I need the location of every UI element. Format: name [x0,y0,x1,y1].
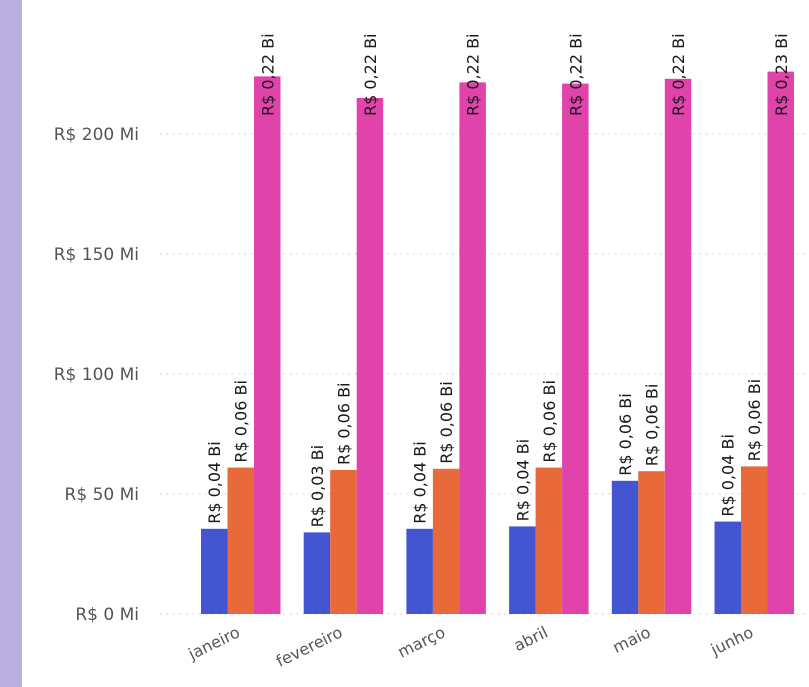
data-label: R$ 0,04 Bi [513,439,532,522]
x-axis-categories: janeiro fevereiro março abril maio junho [184,623,756,671]
x-category-label: junho [707,623,756,660]
y-axis-ticks: R$ 0 Mi R$ 50 Mi R$ 100 Mi R$ 150 Mi R$ 200 … [54,125,139,625]
bar [406,528,433,614]
bar [535,467,563,614]
x-category-label: abril [511,623,551,656]
data-label: R$ 0,04 Bi [719,434,738,517]
bar [664,78,692,615]
data-label: R$ 0,03 Bi [308,445,327,528]
bar [562,83,589,615]
bar [303,532,331,614]
y-tick-label: R$ 150 Mi [54,245,139,265]
gridlines [160,133,809,615]
data-label: R$ 0,06 Bi [745,379,764,462]
data-label: R$ 0,22 Bi [669,33,688,116]
y-tick-label: R$ 100 Mi [54,365,139,385]
bar [254,76,281,614]
accent-strip [0,0,22,687]
bars [201,71,794,615]
data-label: R$ 0,06 Bi [540,380,559,463]
y-tick-label: R$ 50 Mi [65,485,139,505]
x-category-label: fevereiro [273,623,345,671]
data-label: R$ 0,04 Bi [205,441,224,524]
bar [330,470,357,614]
y-tick-label: R$ 200 Mi [54,125,139,145]
data-label: R$ 0,22 Bi [258,33,277,116]
bar [509,526,536,614]
bar [638,471,665,614]
data-label: R$ 0,23 Bi [772,33,791,116]
data-label: R$ 0,06 Bi [334,382,353,465]
data-label: R$ 0,22 Bi [566,33,585,116]
data-label: R$ 0,06 Bi [232,380,251,463]
bar [611,480,639,614]
bar [767,71,794,615]
x-category-label: maio [610,623,654,657]
data-label: R$ 0,06 Bi [616,393,635,476]
x-category-label: janeiro [184,623,242,664]
data-label: R$ 0,22 Bi [361,33,380,116]
bar [356,98,384,614]
bar [432,468,460,614]
data-label: R$ 0,04 Bi [411,441,430,524]
data-label: R$ 0,06 Bi [643,384,662,467]
bar [227,467,254,614]
data-labels: R$ 0,04 Bi R$ 0,06 Bi R$ 0,22 Bi R$ 0,03 Bi… [205,33,791,527]
x-category-label: março [395,623,448,662]
bar [201,528,228,614]
bar [714,521,741,614]
bar [741,466,768,614]
y-tick-label: R$ 0 Mi [75,605,139,625]
data-label: R$ 0,22 Bi [464,33,483,116]
data-label: R$ 0,06 Bi [437,381,456,464]
bar [459,82,486,614]
